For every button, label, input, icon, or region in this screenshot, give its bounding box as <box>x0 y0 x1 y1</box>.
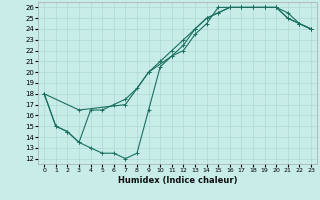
X-axis label: Humidex (Indice chaleur): Humidex (Indice chaleur) <box>118 176 237 185</box>
